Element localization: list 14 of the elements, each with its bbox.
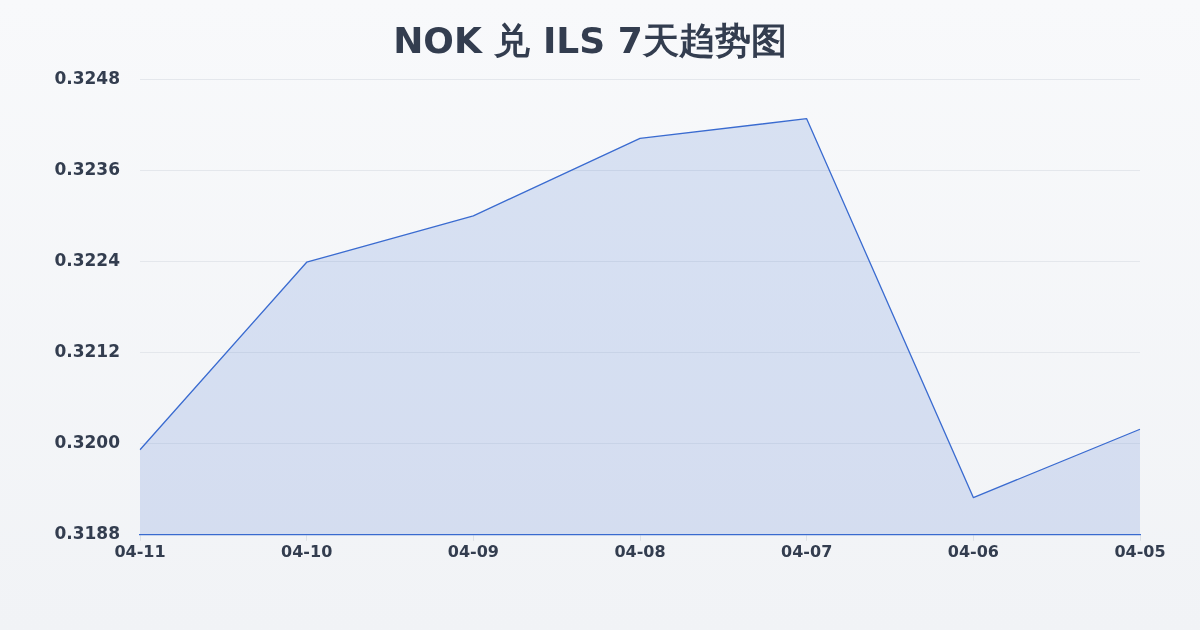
x-tick-label: 04-08	[614, 541, 666, 561]
y-tick-label: 0.3248	[54, 67, 120, 88]
y-tick-label: 0.3224	[54, 249, 121, 270]
chart-title: NOK 兑 ILS 7天趋势图	[393, 19, 787, 61]
y-tick-label: 0.3236	[54, 158, 120, 179]
x-tick-label: 04-09	[447, 541, 499, 561]
y-tick-label: 0.3200	[54, 432, 121, 453]
x-tick-label: 04-11	[114, 541, 166, 561]
x-tick-label: 04-07	[781, 541, 833, 561]
y-tick-label: 0.3188	[54, 523, 120, 544]
x-tick-label: 04-10	[281, 541, 333, 561]
x-tick-label: 04-06	[947, 541, 999, 561]
x-tick-label: 04-05	[1114, 541, 1166, 561]
y-tick-label: 0.3212	[54, 340, 120, 361]
